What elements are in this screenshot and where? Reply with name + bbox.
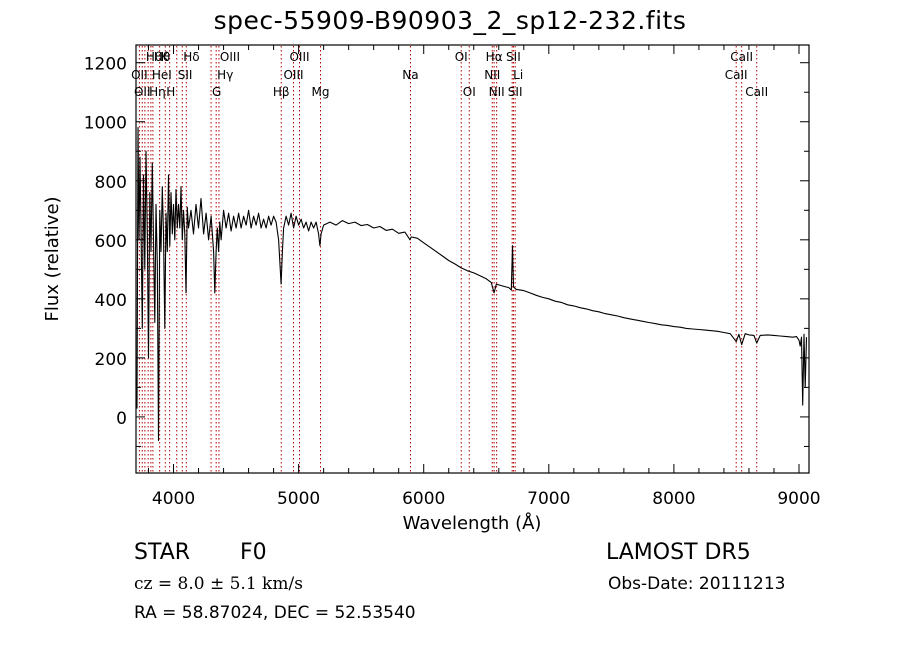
axis-ticks: 4000 5000 6000 7000 8000 9000 0 200 400 600 800 100… — [84, 45, 821, 509]
line-label-3: Hη — [149, 85, 166, 99]
object-class: STAR — [134, 540, 191, 565]
spectral-line-markers — [138, 46, 758, 472]
line-label-17: OIII — [289, 50, 309, 64]
object-subclass: F0 — [240, 540, 267, 565]
x-tick-label: 8000 — [652, 489, 695, 509]
y-tick-label: 0 — [116, 409, 127, 429]
line-label-18: Mg — [312, 85, 330, 99]
line-label-19: Na — [402, 68, 418, 82]
line-label-1: OII — [134, 85, 151, 99]
survey-name: LAMOST DR5 — [606, 540, 751, 565]
line-label-5: Hθ — [154, 50, 170, 64]
y-tick-label: 400 — [95, 291, 127, 311]
line-label-7: H — [166, 85, 175, 99]
line-label-2: Hθ — [146, 50, 162, 64]
line-label-16: OIII — [283, 68, 303, 82]
line-label-29: CaII — [730, 50, 753, 64]
flux-series — [135, 127, 808, 442]
x-tick-label: 6000 — [402, 489, 445, 509]
line-label-12: G — [212, 85, 221, 99]
plot-frame — [135, 44, 810, 474]
line-label-20: OI — [455, 50, 468, 64]
redshift-readout: cz = 8.0 ± 5.1 km/s — [134, 574, 303, 594]
coordinates-readout: RA = 58.87024, DEC = 52.53540 — [134, 603, 416, 623]
y-axis-label: Flux (relative) — [42, 196, 63, 321]
line-label-25: Li — [513, 68, 523, 82]
flux-line-0 — [135, 127, 808, 442]
observation-date: Obs-Date: 20111213 — [608, 574, 786, 594]
spectral-line-labels: OIIOIIHθHηHeIHθKHSIIHδGHγOIIIHβOIIIOIIIM… — [131, 50, 768, 99]
line-label-15: Hβ — [273, 85, 290, 99]
chart-title: spec-55909-B90903_2_sp12-232.fits — [213, 6, 687, 35]
x-tick-label: 7000 — [527, 489, 570, 509]
x-axis-label: Wavelength (Å) — [403, 512, 542, 534]
x-tick-label: 9000 — [777, 489, 820, 509]
line-label-4: HeI — [152, 68, 172, 82]
line-label-0: OII — [131, 68, 148, 82]
line-label-14: OIII — [220, 50, 240, 64]
y-tick-label: 200 — [95, 350, 127, 370]
line-label-22: NII — [484, 68, 500, 82]
x-tick-label: 5000 — [277, 489, 320, 509]
line-label-30: CaII — [745, 85, 768, 99]
y-tick-label: 1200 — [84, 55, 127, 75]
line-label-24: NII — [489, 85, 505, 99]
y-tick-label: 1000 — [84, 114, 127, 134]
y-tick-label: 800 — [95, 173, 127, 193]
line-label-9: SII — [178, 68, 193, 82]
line-label-26: SII — [506, 50, 521, 64]
line-label-23: Hα — [486, 50, 503, 64]
y-tick-label: 600 — [95, 232, 127, 252]
x-tick-label: 4000 — [152, 489, 195, 509]
line-label-28: CaII — [725, 68, 748, 82]
line-label-10: Hδ — [183, 50, 199, 64]
line-label-27: SII — [508, 85, 523, 99]
line-label-6: K — [161, 50, 170, 64]
line-label-21: OI — [463, 85, 476, 99]
line-label-13: Hγ — [217, 68, 233, 82]
